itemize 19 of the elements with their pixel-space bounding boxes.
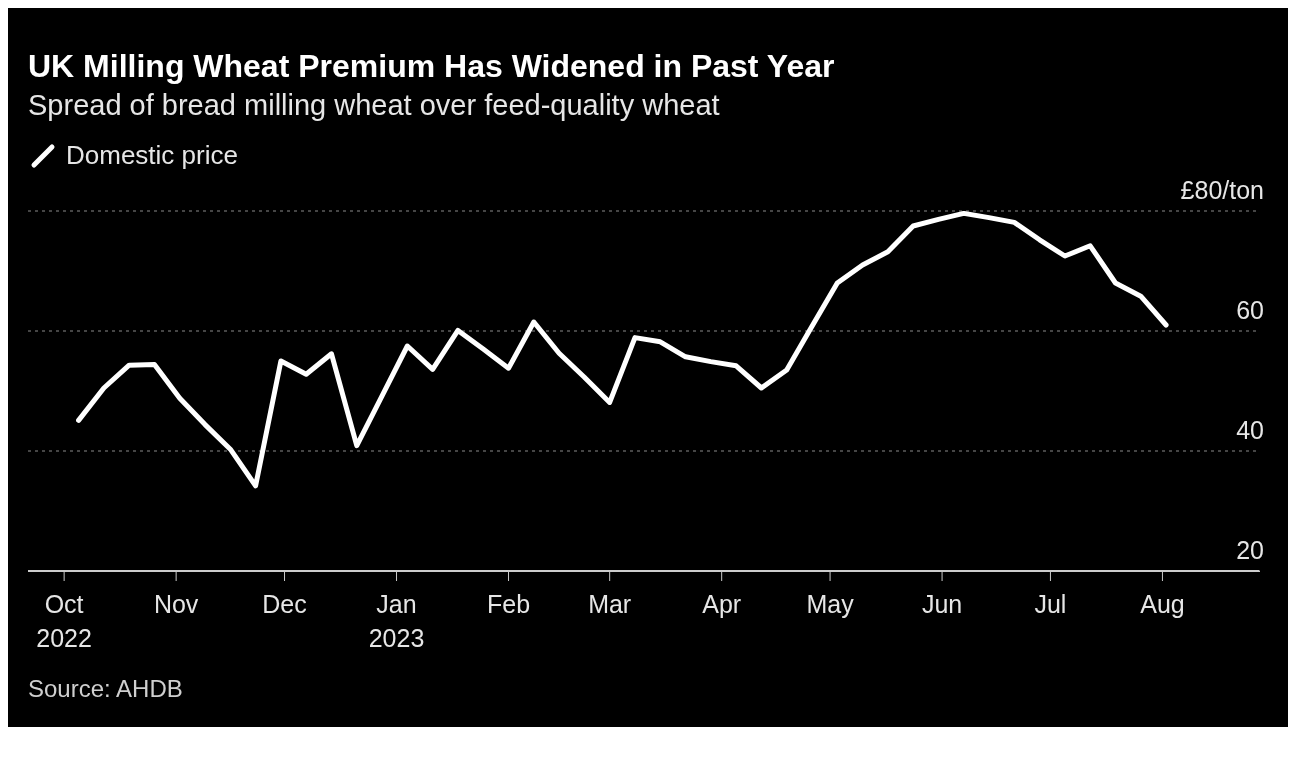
x-tick-label: Dec (262, 590, 307, 618)
x-tick-label: May (806, 590, 855, 618)
x-tick-label: Mar (588, 590, 632, 618)
x-tick-label: Jul (1034, 590, 1067, 618)
source-note: Source: AHDB (28, 675, 183, 702)
x-tick-label: Oct 2022 (36, 590, 92, 652)
y-tick-label: £80/ton (1180, 176, 1264, 204)
chart-subtitle: Spread of bread milling wheat over feed-quality wheat (28, 89, 720, 121)
x-tick-label: Jan 2023 (368, 590, 425, 652)
x-tick-label: Aug (1140, 590, 1185, 618)
legend-label: Domestic price (66, 140, 238, 171)
y-tick-label: 40 (1236, 416, 1264, 444)
x-tick-label: Apr (702, 590, 742, 618)
x-tick-label: Nov (153, 590, 199, 618)
y-tick-label: 60 (1236, 296, 1264, 324)
y-tick-label: 20 (1236, 536, 1264, 564)
chart-title: UK Milling Wheat Premium Has Widened in Past Year (28, 48, 835, 84)
x-tick-label: Jun (921, 590, 963, 618)
x-tick-label: Feb (486, 590, 531, 618)
